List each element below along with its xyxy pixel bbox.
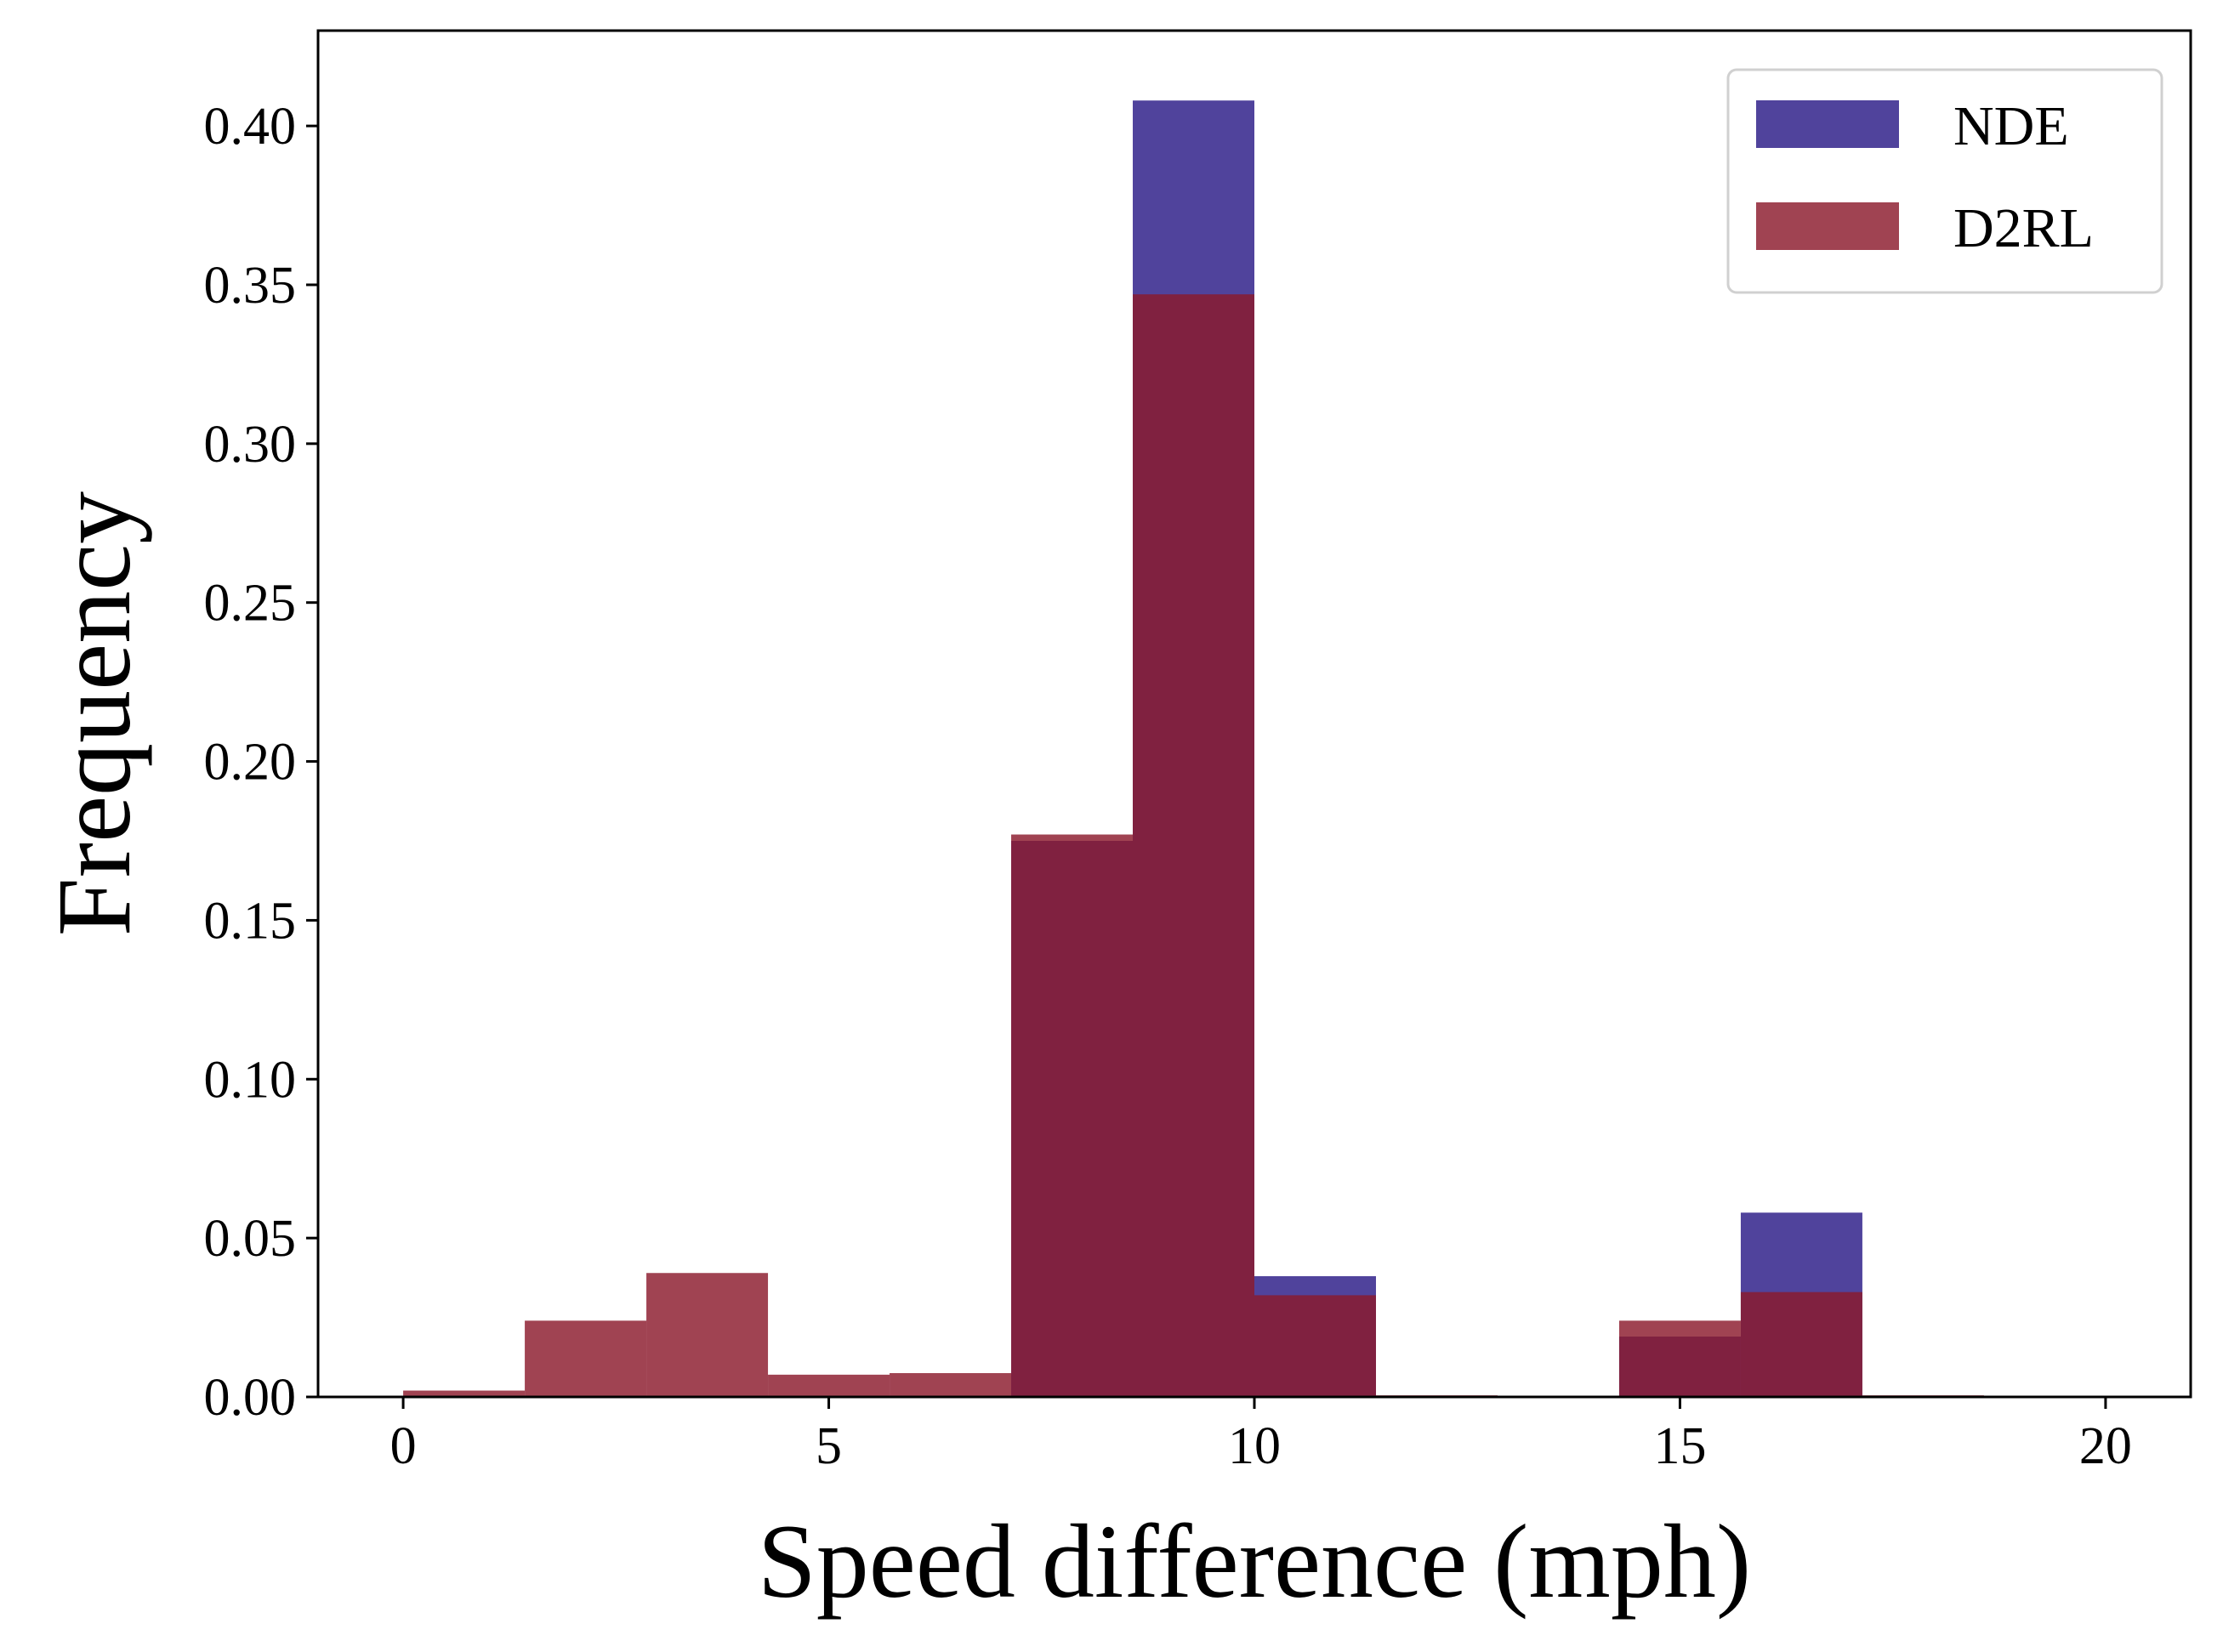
legend-swatch-nde [1756,100,1899,148]
legend-swatch-d2rl [1756,202,1899,250]
bar-d2rl-bin-0 [403,1390,526,1397]
y-tick-label: 0.25 [204,575,297,633]
y-axis-title: Frequency [36,491,152,936]
y-tick-label: 0.35 [204,257,297,315]
legend-label-nde: NDE [1953,95,2069,157]
bar-d2rl-bin-3 [768,1374,890,1397]
y-tick-label: 0.40 [204,98,297,156]
bar-d2rl-bin-1 [525,1320,647,1397]
bar-d2rl-bin-4 [890,1372,1012,1397]
bars-layer [403,100,1984,1398]
x-tick-label: 15 [1653,1417,1706,1475]
bar-d2rl-bin-11 [1740,1292,1862,1397]
y-tick-label: 0.00 [204,1369,297,1427]
bar-d2rl-bin-6 [1133,294,1254,1398]
legend: NDE D2RL [1726,68,2163,294]
x-tick-label: 0 [390,1417,417,1475]
y-tick-label: 0.20 [204,734,297,792]
bar-d2rl-bin-10 [1618,1320,1741,1397]
bar-d2rl-bin-5 [1011,834,1134,1397]
bar-d2rl-bin-2 [646,1273,769,1397]
bar-d2rl-bin-7 [1254,1295,1376,1397]
y-tick-label: 0.30 [204,416,297,474]
x-tick-label: 5 [816,1417,842,1475]
x-axis-title: Speed difference (mph) [758,1503,1751,1620]
y-tick-label: 0.05 [204,1210,297,1268]
axes-layer: 0 5 10 15 20 0.00 0.05 0.10 0.15 0.20 0.25 0.30 0.35… [36,29,2192,1620]
x-tick-label: 20 [2079,1417,2132,1475]
legend-label-d2rl: D2RL [1953,197,2094,259]
y-tick-label: 0.15 [204,892,297,950]
y-tick-label: 0.10 [204,1051,297,1109]
x-tick-label: 10 [1228,1417,1281,1475]
